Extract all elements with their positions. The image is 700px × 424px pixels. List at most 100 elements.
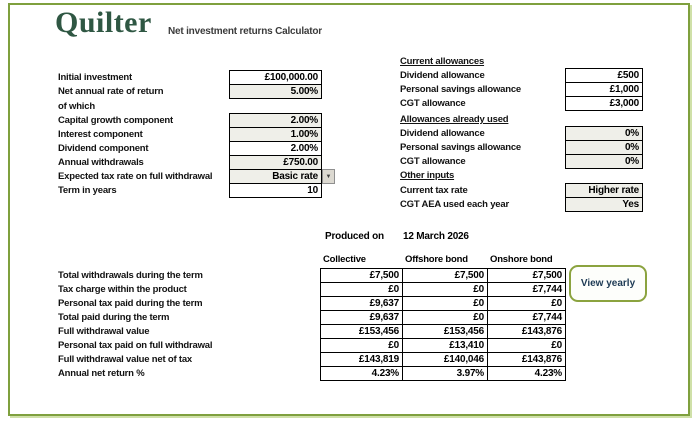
input-cell-current-allowances-dividend-allowance[interactable]: £500 — [565, 68, 643, 83]
input-cell-allowances-already-used-dividend-allowance[interactable]: 0% — [565, 126, 643, 141]
table-row: £143,819 £140,046 £143,876 — [321, 353, 566, 367]
table-cell-onshore-bond-r3: £0 — [488, 297, 566, 311]
input-label-personal-savings-allowance: Personal savings allowance — [400, 84, 521, 95]
view-yearly-button[interactable]: View yearly — [569, 265, 647, 302]
input-cell-other-inputs-current-tax-rate[interactable]: Higher rate — [565, 183, 643, 198]
results-row-label-total-paid-during-the-term: Total paid during the term — [58, 312, 170, 323]
input-row-allowances-already-used-dividend-allowance: Dividend allowance 0% — [400, 126, 662, 141]
input-label-capital-growth-component: Capital growth component — [58, 115, 174, 126]
table-row: 4.23% 3.97% 4.23% — [321, 367, 566, 381]
input-cell-term-in-years[interactable]: 10 — [229, 183, 322, 198]
table-cell-onshore-bond-r6: £0 — [488, 339, 566, 353]
table-cell-onshore-bond-r8: 4.23% — [488, 367, 566, 381]
table-cell-collective-r3: £9,637 — [321, 297, 403, 311]
results-row-label-personal-tax-paid-during-the-term: Personal tax paid during the term — [58, 298, 203, 309]
input-label-initial-investment: Initial investment — [58, 72, 133, 83]
input-label-expected-tax-rate-on-full-withdrawal: Expected tax rate on full withdrawal — [58, 171, 213, 182]
table-row: £7,500 £7,500 £7,500 — [321, 269, 566, 283]
input-cell-net-annual-rate-of-return[interactable]: 5.00% — [229, 84, 322, 99]
table-cell-collective-r4: £9,637 — [321, 311, 403, 325]
table-cell-collective-r1: £7,500 — [321, 269, 403, 283]
table-cell-onshore-bond-r5: £143,876 — [488, 325, 566, 339]
input-row-allowances-already-used-cgt-allowance: CGT allowance 0% — [400, 154, 662, 169]
page-border — [8, 3, 690, 416]
results-row-label-total-withdrawals-during-the-term: Total withdrawals during the term — [58, 270, 203, 281]
input-label-net-annual-rate-of-return: Net annual rate of return — [58, 86, 164, 97]
input-row-current-allowances-cgt-allowance: CGT allowance £3,000 — [400, 96, 662, 111]
input-label-dividend-allowance: Dividend allowance — [400, 70, 485, 81]
page-title: Net investment returns Calculator — [168, 26, 322, 37]
input-row-term-in-years: Term in years 10 — [58, 183, 338, 198]
input-label-cgt-allowance: CGT allowance — [400, 156, 466, 167]
table-cell-onshore-bond-r2: £7,744 — [488, 283, 566, 297]
input-row-current-allowances-personal-savings-allowance: Personal savings allowance £1,000 — [400, 82, 662, 97]
input-label-dividend-allowance: Dividend allowance — [400, 128, 485, 139]
table-cell-onshore-bond-r1: £7,500 — [488, 269, 566, 283]
produced-on-label: Produced on — [325, 231, 384, 242]
section-heading-current-allowances: Current allowances — [400, 56, 485, 67]
input-cell-allowances-already-used-personal-savings-allowance[interactable]: 0% — [565, 140, 643, 155]
table-cell-onshore-bond-r7: £143,876 — [488, 353, 566, 367]
input-row-initial-investment: Initial investment £100,000.00 — [58, 70, 338, 85]
produced-on-date: 12 March 2026 — [403, 231, 469, 242]
input-row-other-inputs-current-tax-rate: Current tax rate Higher rate — [400, 183, 662, 198]
input-row-current-allowances-dividend-allowance: Dividend allowance £500 — [400, 68, 662, 83]
input-cell-dividend-component[interactable]: 2.00% — [229, 141, 322, 156]
input-row-of-which: of which — [58, 99, 338, 114]
input-label-personal-savings-allowance: Personal savings allowance — [400, 142, 521, 153]
table-cell-collective-r6: £0 — [321, 339, 403, 353]
section-heading-other-inputs: Other inputs — [400, 170, 455, 181]
input-cell-allowances-already-used-cgt-allowance[interactable]: 0% — [565, 154, 643, 169]
input-row-expected-tax-rate-on-full-withdrawal: Expected tax rate on full withdrawal Basi… — [58, 169, 338, 184]
input-label-dividend-component: Dividend component — [58, 143, 149, 154]
input-cell-current-allowances-cgt-allowance[interactable]: £3,000 — [565, 96, 643, 111]
table-cell-offshore-bond-r1: £7,500 — [403, 269, 488, 283]
results-row-label-full-withdrawal-value-net-of-tax: Full withdrawal value net of tax — [58, 354, 193, 365]
table-cell-collective-r8: 4.23% — [321, 367, 403, 381]
input-row-annual-withdrawals: Annual withdrawals £750.00 — [58, 155, 338, 170]
input-label-interest-component: Interest component — [58, 129, 143, 140]
input-cell-annual-withdrawals[interactable]: £750.00 — [229, 155, 322, 170]
quilter-logo: Quilter — [55, 6, 152, 39]
input-row-capital-growth-component: Capital growth component 2.00% — [58, 113, 338, 128]
dropdown-arrow-icon[interactable]: ▼ — [322, 169, 335, 184]
table-row: £9,637 £0 £0 — [321, 297, 566, 311]
table-cell-collective-r2: £0 — [321, 283, 403, 297]
table-cell-offshore-bond-r6: £13,410 — [403, 339, 488, 353]
table-row: £9,637 £0 £7,744 — [321, 311, 566, 325]
input-row-allowances-already-used-personal-savings-allowance: Personal savings allowance 0% — [400, 140, 662, 155]
input-label-of-which: of which — [58, 101, 95, 112]
input-cell-current-allowances-personal-savings-allowance[interactable]: £1,000 — [565, 82, 643, 97]
input-label-term-in-years: Term in years — [58, 185, 117, 196]
results-row-label-personal-tax-paid-on-full-withdrawal: Personal tax paid on full withdrawal — [58, 340, 213, 351]
table-cell-onshore-bond-r4: £7,744 — [488, 311, 566, 325]
table-row: £153,456 £153,456 £143,876 — [321, 325, 566, 339]
results-column-header-collective: Collective — [323, 254, 366, 265]
input-cell-expected-tax-rate-on-full-withdrawal[interactable]: Basic rate — [229, 169, 322, 184]
table-cell-offshore-bond-r2: £0 — [403, 283, 488, 297]
results-row-label-tax-charge-within-the-product: Tax charge within the product — [58, 284, 187, 295]
input-label-cgt-aea-used-each-year: CGT AEA used each year — [400, 199, 509, 210]
results-column-header-offshore-bond: Offshore bond — [405, 254, 468, 265]
input-row-other-inputs-cgt-aea-used-each-year: CGT AEA used each year Yes — [400, 197, 662, 212]
input-label-annual-withdrawals: Annual withdrawals — [58, 157, 144, 168]
table-cell-offshore-bond-r7: £140,046 — [403, 353, 488, 367]
input-label-cgt-allowance: CGT allowance — [400, 98, 466, 109]
section-heading-allowances-already-used: Allowances already used — [400, 114, 509, 125]
table-cell-collective-r5: £153,456 — [321, 325, 403, 339]
table-cell-offshore-bond-r8: 3.97% — [403, 367, 488, 381]
input-cell-interest-component[interactable]: 1.00% — [229, 127, 322, 142]
results-table: £7,500 £7,500 £7,500 £0 £0 £7,744 £9,637 £0 £0 £9… — [320, 268, 566, 381]
input-label-current-tax-rate: Current tax rate — [400, 185, 468, 196]
input-cell-other-inputs-cgt-aea-used-each-year[interactable]: Yes — [565, 197, 643, 212]
input-row-interest-component: Interest component 1.00% — [58, 127, 338, 142]
input-row-dividend-component: Dividend component 2.00% — [58, 141, 338, 156]
table-row: £0 £13,410 £0 — [321, 339, 566, 353]
table-cell-offshore-bond-r4: £0 — [403, 311, 488, 325]
table-cell-offshore-bond-r5: £153,456 — [403, 325, 488, 339]
input-cell-initial-investment[interactable]: £100,000.00 — [229, 70, 322, 85]
results-column-header-onshore-bond: Onshore bond — [490, 254, 553, 265]
input-cell-capital-growth-component[interactable]: 2.00% — [229, 113, 322, 128]
results-row-label-full-withdrawal-value: Full withdrawal value — [58, 326, 150, 337]
input-row-net-annual-rate-of-return: Net annual rate of return 5.00% — [58, 84, 338, 99]
